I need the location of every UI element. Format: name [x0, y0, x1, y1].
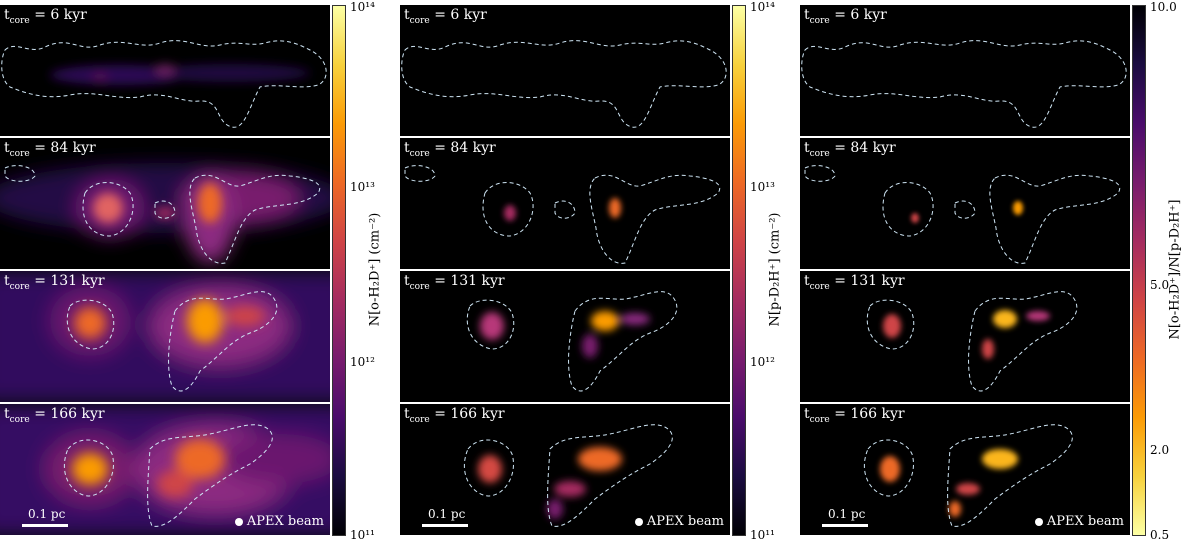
beam-label: APEX beam	[1046, 514, 1124, 529]
beam-dot-icon	[1034, 517, 1043, 526]
column-ratio: tcore = 6 kyr tcore = 84 kyr	[800, 5, 1130, 536]
colorbar-tick: 2.0	[1150, 443, 1170, 457]
emission-map	[401, 40, 727, 128]
colorbar-label: N[o-H₂D⁺]/N[p-D₂H⁺]	[1167, 199, 1183, 340]
colorbar-tick: 10¹²	[750, 355, 775, 369]
colorbar-tick: 10¹⁴	[750, 0, 775, 14]
colorbar-label: N[p-D₂H⁺] (cm⁻²)	[767, 212, 783, 327]
panel-oh2d-t4: tcore = 166 kyr 0.1 pc APEX beam	[0, 404, 330, 536]
emission-map	[463, 424, 673, 527]
time-label: tcore = 84 kyr	[4, 140, 96, 159]
panel-pd2h-t1: tcore = 6 kyr	[400, 5, 730, 137]
time-label: tcore = 84 kyr	[804, 140, 896, 159]
beam-dot-icon	[634, 517, 643, 526]
colorbar-tick: 10¹²	[350, 355, 375, 369]
time-label: tcore = 166 kyr	[404, 406, 505, 425]
time-label: tcore = 166 kyr	[4, 406, 105, 425]
beam-legend: APEX beam	[1034, 514, 1124, 529]
panel-oh2d-t2: tcore = 84 kyr	[0, 138, 330, 270]
beam-label: APEX beam	[246, 514, 324, 529]
panel-pd2h-t3: tcore = 131 kyr	[400, 271, 730, 403]
panel-ratio-t1: tcore = 6 kyr	[800, 5, 1130, 137]
panel-pd2h-t2: tcore = 84 kyr	[400, 138, 730, 270]
colorbar-pd2h	[732, 5, 746, 536]
panel-ratio-t4: tcore = 166 kyr 0.1 pc APEX beam	[800, 404, 1130, 536]
panel-oh2d-t1: tcore = 6 kyr	[0, 5, 330, 137]
colorbar-tick: 10¹¹	[750, 528, 775, 542]
time-label: tcore = 166 kyr	[804, 406, 905, 425]
colorbar-tick: 10¹³	[750, 180, 775, 194]
emission-map	[1, 40, 327, 128]
time-label: tcore = 6 kyr	[804, 7, 887, 26]
emission-map	[804, 165, 1121, 264]
panel-ratio-t2: tcore = 84 kyr	[800, 138, 1130, 270]
beam-dot-icon	[234, 517, 243, 526]
column-pd2h: tcore = 6 kyr tcore = 84 kyr	[400, 5, 730, 536]
scale-bar-label: 0.1 pc	[428, 507, 466, 521]
colorbar-tick: 10¹³	[350, 180, 375, 194]
colorbar-label: N[o-H₂D⁺] (cm⁻²)	[367, 212, 383, 327]
emission-map	[0, 404, 330, 535]
time-label: tcore = 6 kyr	[4, 7, 87, 26]
emission-map	[863, 424, 1073, 527]
scale-bar-label: 0.1 pc	[28, 507, 66, 521]
beam-legend: APEX beam	[234, 514, 324, 529]
time-label: tcore = 84 kyr	[404, 140, 496, 159]
panel-ratio-t3: tcore = 131 kyr	[800, 271, 1130, 403]
emission-map	[404, 165, 721, 264]
colorbar-tick: 5.0	[1150, 278, 1170, 292]
colorbar-tick: 10¹¹	[350, 528, 375, 542]
time-label: tcore = 131 kyr	[404, 273, 505, 292]
colorbar-oh2d	[332, 5, 346, 536]
scale-bar-label: 0.1 pc	[828, 507, 866, 521]
colorbar-ratio	[1132, 5, 1146, 536]
emission-map	[801, 40, 1127, 128]
panel-oh2d-t3: tcore = 131 kyr	[0, 271, 330, 403]
time-label: tcore = 131 kyr	[804, 273, 905, 292]
time-label: tcore = 6 kyr	[404, 7, 487, 26]
emission-map	[0, 271, 330, 402]
time-label: tcore = 131 kyr	[4, 273, 105, 292]
colorbar-tick: 10¹⁴	[350, 0, 375, 14]
beam-legend: APEX beam	[634, 514, 724, 529]
column-oh2d: tcore = 6 kyr tc	[0, 5, 330, 536]
colorbar-tick: 0.5	[1150, 528, 1170, 542]
colorbar-tick: 10.0	[1150, 0, 1177, 14]
panel-pd2h-t4: tcore = 166 kyr 0.1 pc APEX beam	[400, 404, 730, 536]
emission-map	[866, 291, 1078, 392]
emission-map	[466, 291, 678, 392]
beam-label: APEX beam	[646, 514, 724, 529]
emission-map	[0, 163, 330, 264]
